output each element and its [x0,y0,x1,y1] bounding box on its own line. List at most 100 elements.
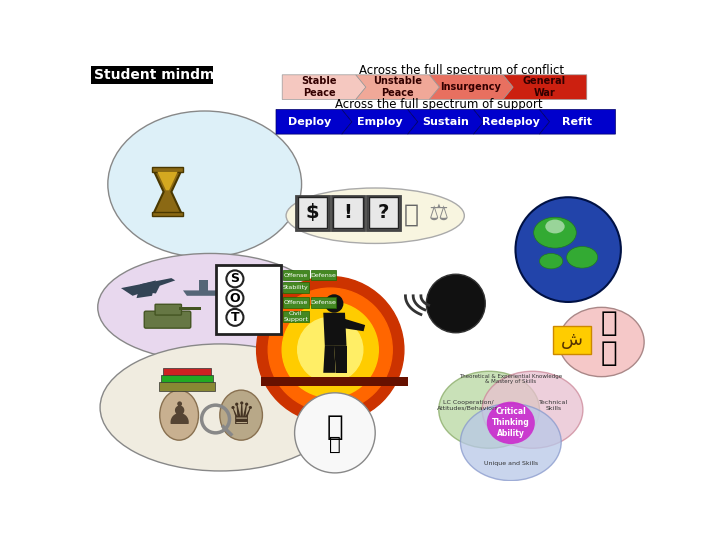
FancyBboxPatch shape [369,197,398,228]
Text: 👥: 👥 [327,413,343,441]
Ellipse shape [534,217,576,248]
FancyBboxPatch shape [283,269,309,280]
FancyBboxPatch shape [367,195,400,230]
Text: Stability: Stability [283,285,309,290]
Polygon shape [356,75,439,99]
FancyBboxPatch shape [144,311,191,328]
FancyBboxPatch shape [152,167,183,172]
Text: Unstable
Peace: Unstable Peace [373,76,422,98]
FancyBboxPatch shape [311,269,336,280]
Circle shape [325,294,343,313]
Text: Offense: Offense [284,273,308,278]
Text: Civil
Support: Civil Support [284,312,308,322]
FancyBboxPatch shape [261,377,408,386]
FancyBboxPatch shape [155,304,181,315]
Polygon shape [276,110,352,134]
Polygon shape [137,280,156,298]
Text: Defense: Defense [311,273,337,278]
Circle shape [516,197,621,302]
FancyBboxPatch shape [152,212,183,217]
Circle shape [294,393,375,473]
Ellipse shape [438,372,539,448]
FancyBboxPatch shape [161,375,213,383]
Text: 秋
天: 秋 天 [601,309,618,367]
Text: Technical
Skills: Technical Skills [539,400,568,410]
Polygon shape [183,291,222,296]
Text: ?: ? [378,203,390,222]
Text: Critical
Thinking
Ability: Critical Thinking Ability [492,407,530,438]
Polygon shape [539,110,616,134]
FancyBboxPatch shape [283,311,309,322]
Text: Student mindmap: Student mindmap [94,68,233,82]
Polygon shape [408,110,484,134]
Text: Defense: Defense [311,300,337,305]
Circle shape [426,274,485,333]
Ellipse shape [286,188,464,244]
Circle shape [297,318,363,382]
Text: Unique and Skills: Unique and Skills [484,461,538,466]
FancyBboxPatch shape [159,382,215,390]
Ellipse shape [539,253,563,269]
Polygon shape [503,75,587,99]
Text: ﺵ: ﺵ [561,330,583,349]
Polygon shape [323,346,336,373]
Text: Across the full spectrum of support: Across the full spectrum of support [335,98,543,111]
Text: Redeploy: Redeploy [482,117,540,127]
FancyBboxPatch shape [333,197,363,228]
Ellipse shape [220,390,262,440]
FancyBboxPatch shape [179,307,201,309]
Ellipse shape [487,402,535,444]
Text: 🗿: 🗿 [404,202,419,226]
Ellipse shape [545,220,564,233]
Text: !: ! [343,203,353,222]
Polygon shape [323,313,346,346]
Ellipse shape [98,253,323,361]
Text: ♟: ♟ [166,401,193,430]
Text: 📋: 📋 [329,435,341,454]
FancyBboxPatch shape [91,65,213,84]
Circle shape [226,271,243,287]
FancyBboxPatch shape [553,326,591,354]
FancyBboxPatch shape [163,368,211,377]
FancyBboxPatch shape [332,195,364,230]
Text: Across the full spectrum of conflict: Across the full spectrum of conflict [359,64,564,77]
Ellipse shape [160,390,199,440]
Polygon shape [153,170,181,213]
Polygon shape [429,75,513,99]
FancyBboxPatch shape [296,195,329,230]
Ellipse shape [567,247,598,268]
Text: T: T [230,311,239,324]
FancyBboxPatch shape [311,298,336,308]
Ellipse shape [100,344,341,471]
Ellipse shape [108,111,302,257]
Text: Deploy: Deploy [288,117,331,127]
Text: ♛: ♛ [228,401,255,430]
Text: ⚖: ⚖ [428,204,449,224]
Text: $: $ [305,203,319,222]
Text: LC Cooperation/
Attitudes/Behaviors: LC Cooperation/ Attitudes/Behaviors [437,400,499,410]
Text: Theoretical & Experiential Knowledge
& Mastery of Skills: Theoretical & Experiential Knowledge & M… [459,374,562,384]
Text: Employ: Employ [356,117,402,127]
Circle shape [226,289,243,307]
Ellipse shape [482,372,583,448]
FancyBboxPatch shape [199,280,208,291]
FancyBboxPatch shape [216,265,282,334]
Polygon shape [474,110,549,134]
Circle shape [269,288,392,411]
Text: S: S [230,272,240,285]
Polygon shape [121,278,175,296]
Text: O: O [230,292,240,305]
Circle shape [256,276,404,423]
Polygon shape [158,172,178,190]
Text: General
War: General War [523,76,566,98]
FancyBboxPatch shape [297,197,327,228]
FancyBboxPatch shape [283,282,309,293]
Polygon shape [334,346,346,373]
Text: Offense: Offense [284,300,308,305]
Text: Sustain: Sustain [422,117,469,127]
Text: Insurgency: Insurgency [441,82,501,92]
Circle shape [226,309,243,326]
Ellipse shape [559,307,644,377]
Text: Refit: Refit [562,117,592,127]
Polygon shape [342,110,418,134]
